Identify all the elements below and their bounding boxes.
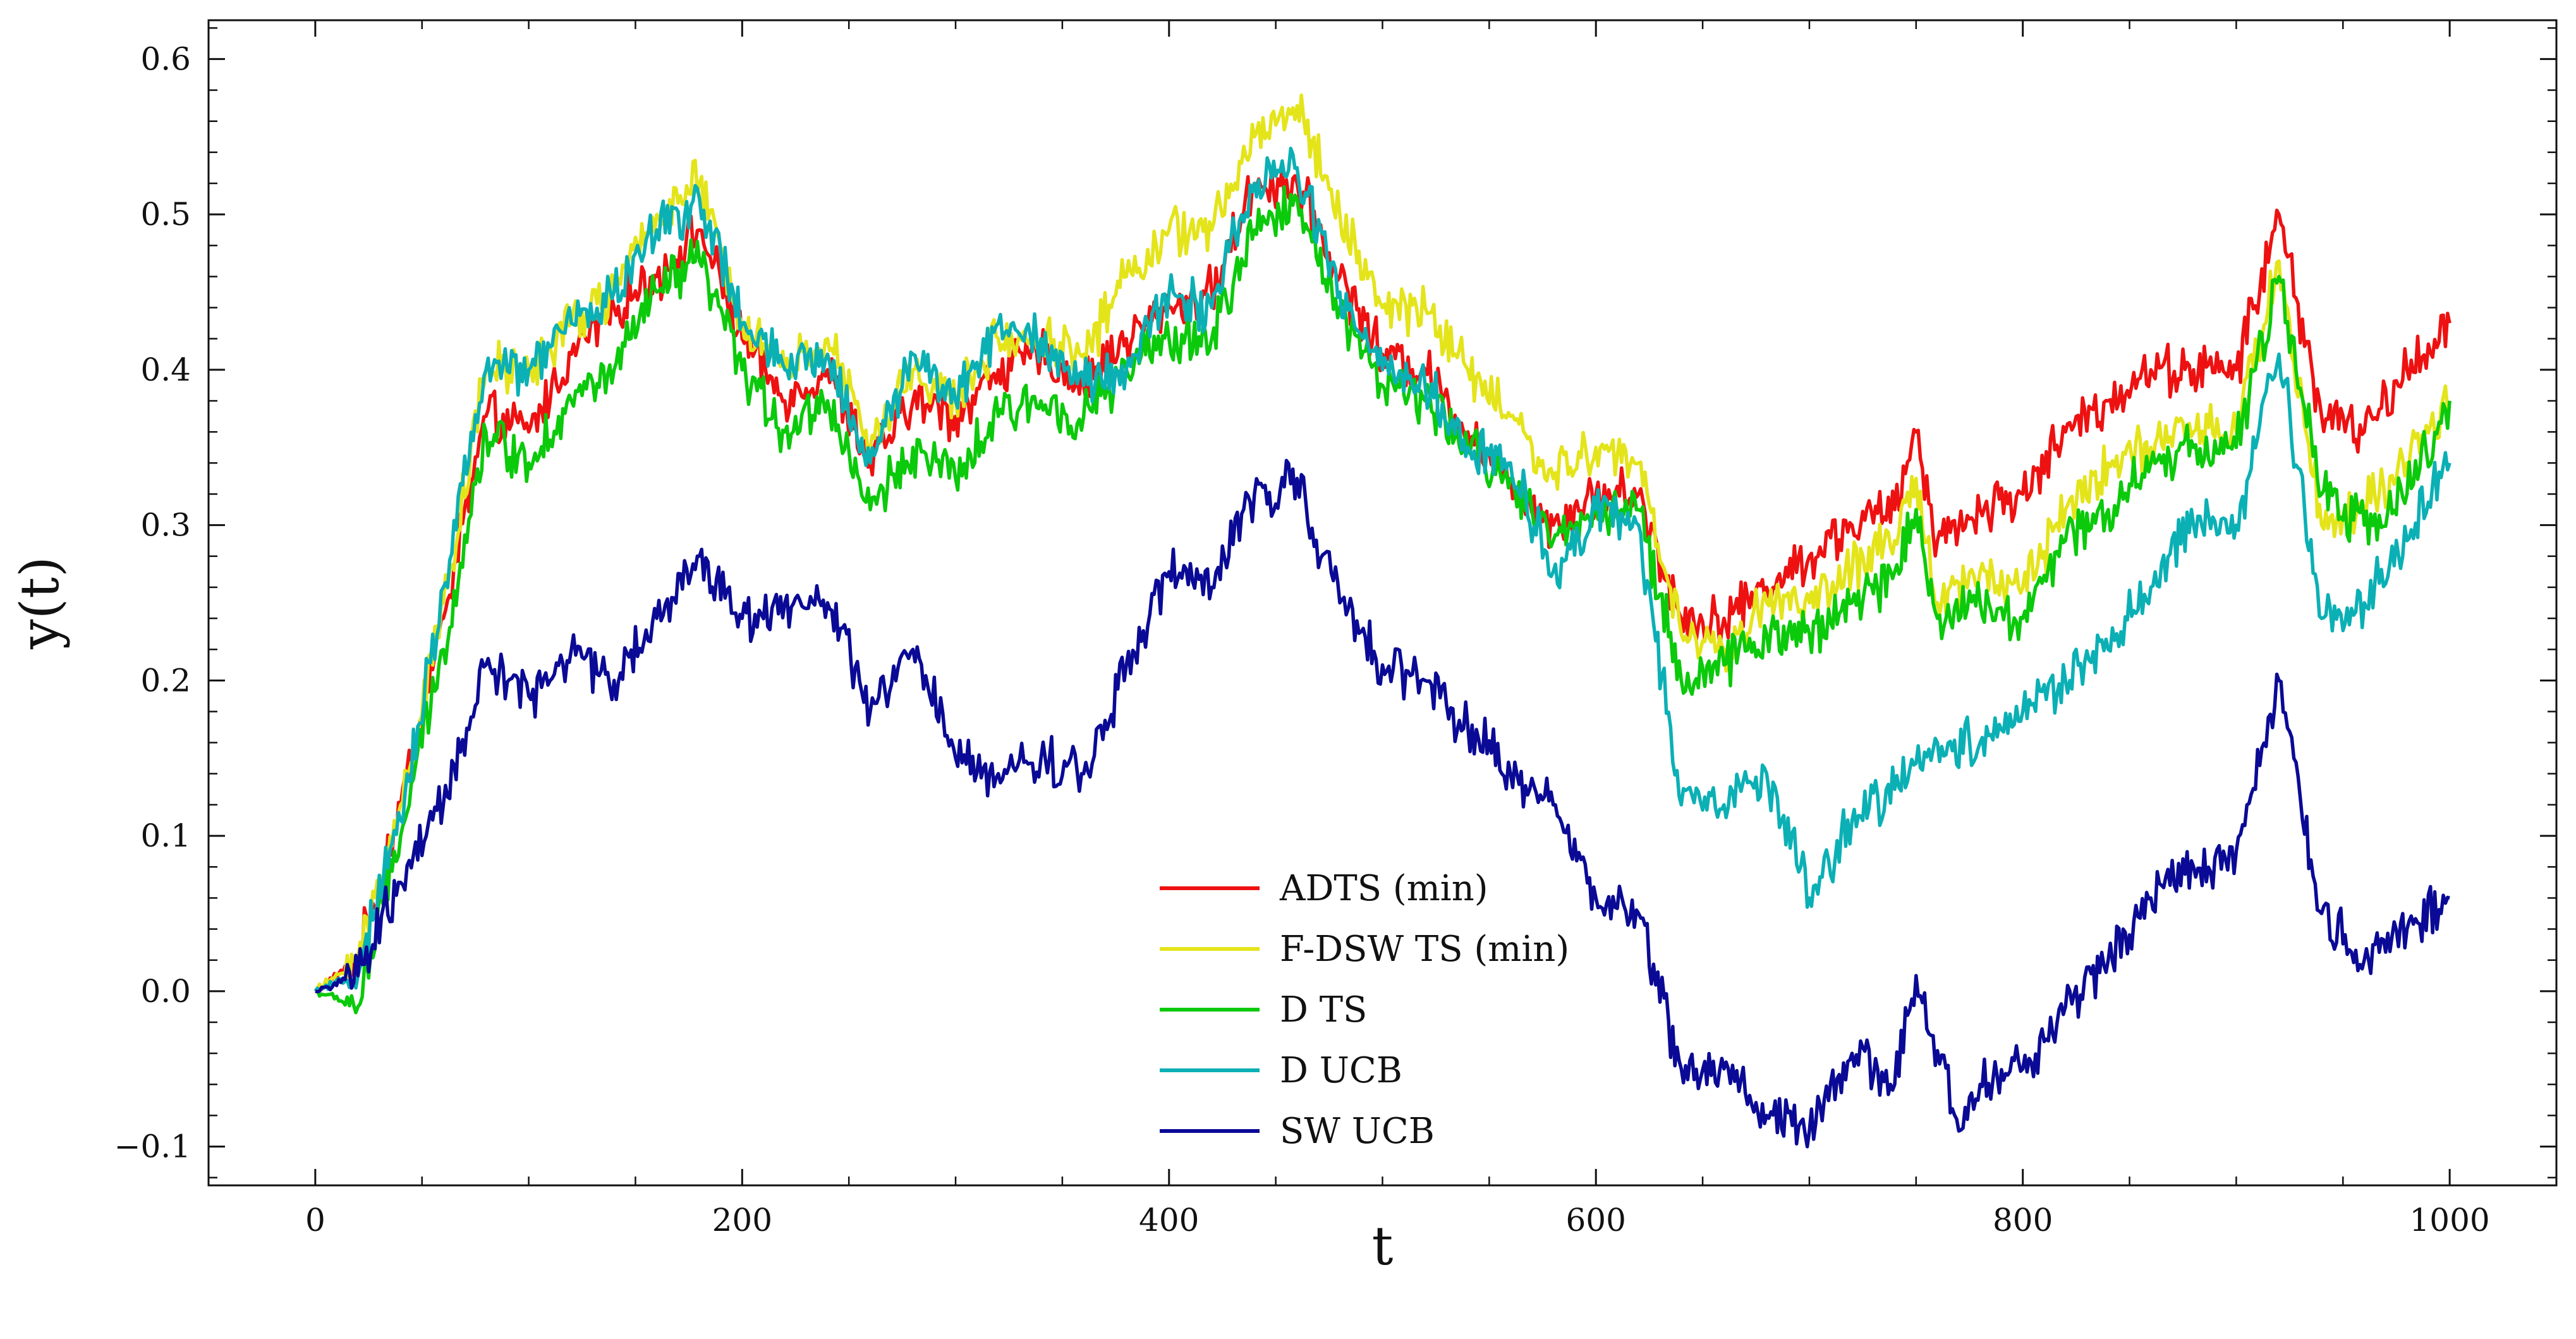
y-tick-label: −0.1 [114,1128,191,1165]
legend: ADTS (min) F-DSW TS (min) D TS D UCB SW UCB [1160,868,1569,1152]
ticks-layer [207,20,2558,1185]
y-tick-label: 0.0 [140,973,191,1010]
legend-label-0: ADTS (min) [1279,868,1488,909]
y-tick-label: 0.4 [140,352,191,388]
y-tick-label: 0.2 [140,662,191,699]
tick-labels-layer: 0 200 400 600 800 1000 −0.1 0.0 0.1 0.2 0.3 0.4 0.5 0… [114,40,2490,1238]
y-tick-label: 0.5 [140,196,191,233]
series-line-2 [314,185,2451,1015]
series-line-4 [315,458,2450,1149]
x-tick-label: 1000 [2410,1202,2490,1238]
legend-label-4: SW UCB [1280,1111,1435,1152]
x-tick-label: 200 [712,1202,772,1238]
y-tick-label: 0.3 [140,507,191,544]
x-tick-label: 0 [305,1202,325,1238]
series-layer [313,93,2451,1149]
y-tick-label: 0.1 [140,817,191,854]
x-tick-label: 600 [1566,1202,1626,1238]
series-line-3 [313,147,2451,993]
legend-label-1: F-DSW TS (min) [1280,929,1569,970]
legend-label-2: D TS [1280,989,1367,1030]
x-axis-label: t [1372,1215,1394,1277]
x-tick-label: 400 [1139,1202,1199,1238]
y-axis-label: y(t) [9,556,71,650]
x-tick-label: 800 [1993,1202,2053,1238]
legend-label-3: D UCB [1280,1050,1402,1091]
y-tick-label: 0.6 [140,40,191,77]
